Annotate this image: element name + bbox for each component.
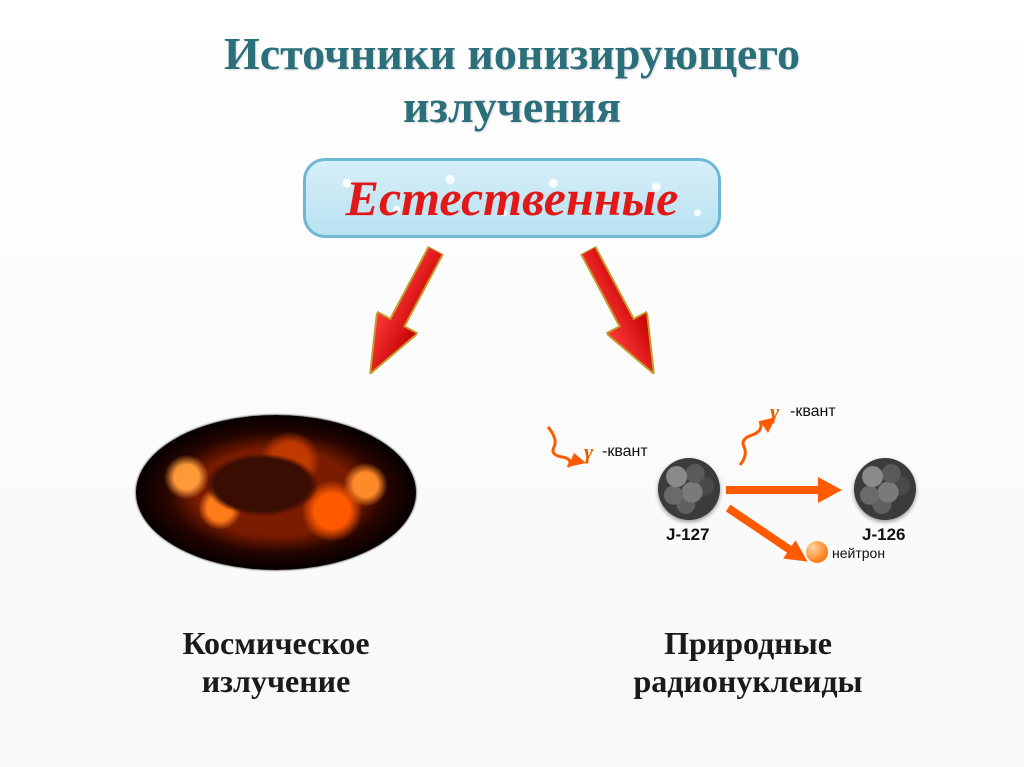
nucleus-1-label: J-127: [666, 525, 709, 545]
gamma-in-wave-icon: [546, 425, 616, 469]
title-line-2: излучения: [403, 81, 621, 132]
arrow-left-icon: [350, 239, 456, 384]
decay-diagram: γ -квант J-127 γ -квант: [538, 403, 958, 583]
slide-title: Источники ионизирующего излучения: [0, 0, 1024, 134]
caption-cosmic-l2: излучение: [202, 663, 351, 699]
gamma-out-wave-icon: [734, 417, 790, 467]
radionuclide-figure: γ -квант J-127 γ -квант: [512, 403, 984, 583]
arrow-right-icon: [568, 239, 674, 384]
nucleus-1-icon: [658, 458, 720, 520]
badge-text: Естественные: [346, 170, 679, 226]
caption-radionuclide: Природные радионуклеиды: [512, 624, 984, 701]
neutron-arrow-icon: [722, 499, 814, 571]
captions-row: Космическое излучение Природные радионук…: [0, 624, 1024, 701]
sun-icon: [136, 415, 416, 570]
neutron-label: нейтрон: [832, 545, 885, 561]
natural-badge: Естественные: [303, 158, 722, 238]
nucleus-2-label: J-126: [862, 525, 905, 545]
arrow-pair: [0, 238, 1024, 388]
nucleus-2-icon: [854, 458, 916, 520]
badge-container: Естественные: [0, 158, 1024, 238]
caption-cosmic: Космическое излучение: [40, 624, 512, 701]
quant-out-label: -квант: [790, 403, 836, 421]
decay-arrow-icon: [726, 477, 842, 503]
caption-radio-l2: радионуклеиды: [633, 663, 862, 699]
caption-radio-l1: Природные: [664, 625, 832, 661]
caption-cosmic-l1: Космическое: [182, 625, 369, 661]
title-line-1: Источники ионизирующего: [224, 28, 800, 79]
figures-row: γ -квант J-127 γ -квант: [0, 388, 1024, 598]
neutron-icon: [806, 541, 828, 563]
cosmic-figure: [40, 415, 512, 570]
